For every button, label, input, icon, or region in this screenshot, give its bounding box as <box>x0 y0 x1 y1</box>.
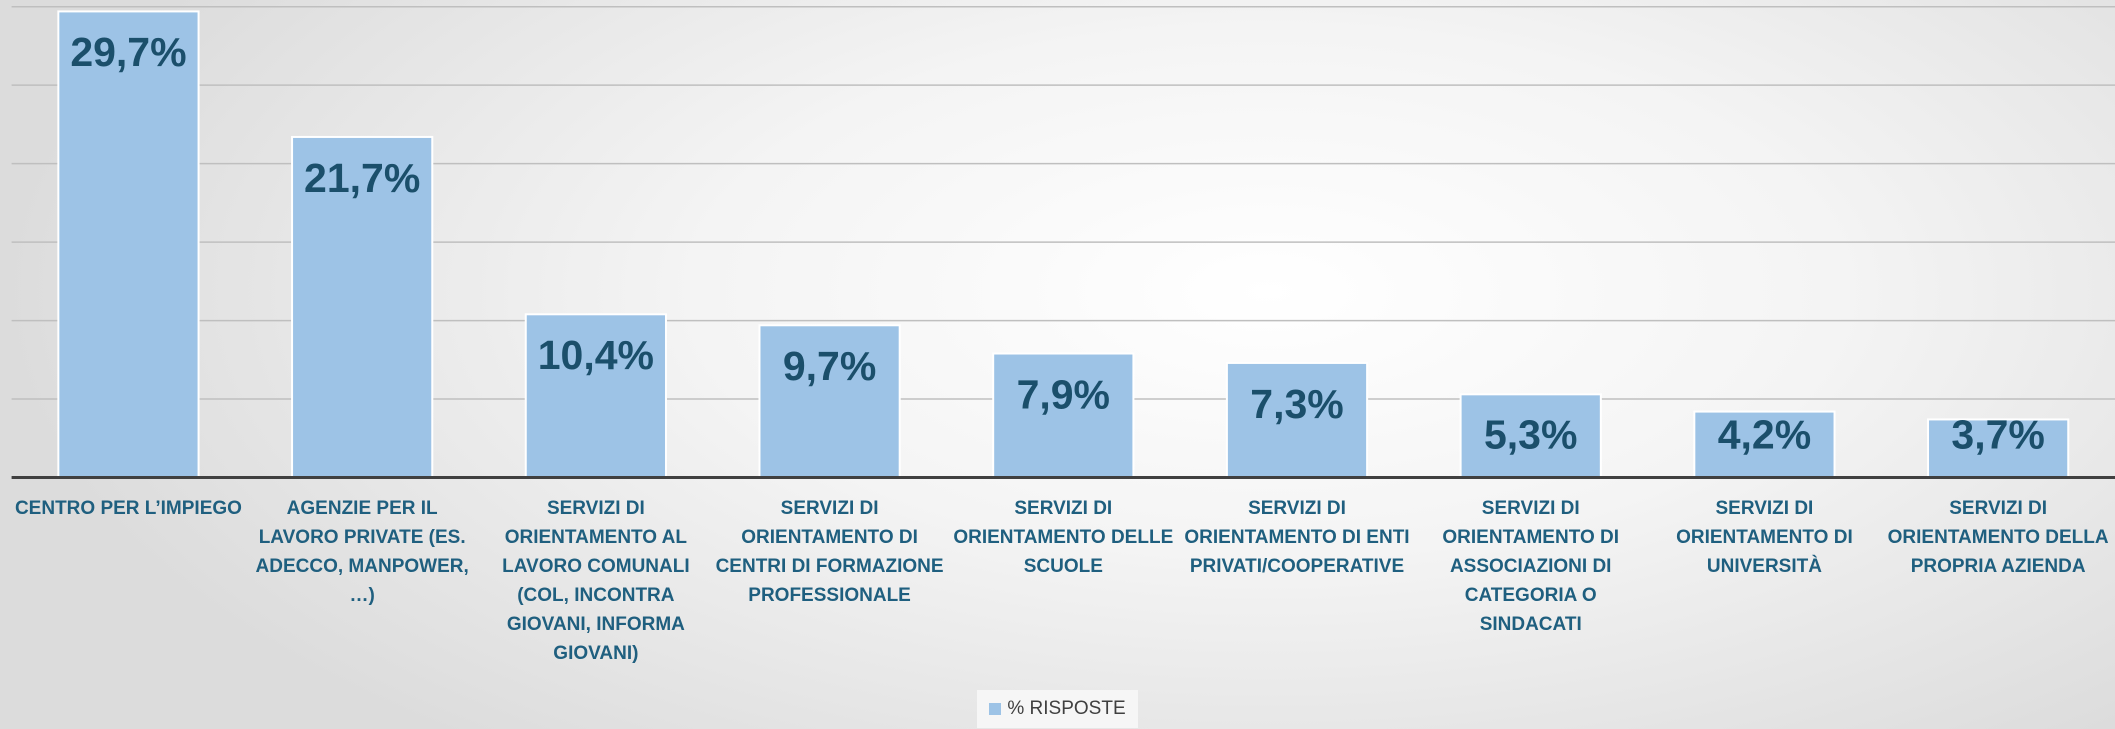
x-tick-label: AGENZIE PER IL LAVORO PRIVATE (ES. ADECC… <box>255 498 469 606</box>
data-label: 9,7% <box>783 343 876 389</box>
bar <box>1927 418 2070 479</box>
data-label: 5,3% <box>1484 411 1577 457</box>
legend-item: % RISPOSTE <box>977 690 1138 728</box>
legend-label: % RISPOSTE <box>1007 698 1126 719</box>
bar <box>992 352 1135 479</box>
data-label: 29,7% <box>70 29 186 75</box>
bar <box>524 313 667 479</box>
x-tick-label: SERVIZI DI ORIENTAMENTO DELLE SCUOLE <box>953 498 1174 577</box>
x-tick-label: SERVIZI DI ORIENTAMENTO DI UNIVERSITÀ <box>1676 498 1853 577</box>
data-label: 7,9% <box>1017 371 1110 417</box>
bar <box>758 324 901 479</box>
data-label: 21,7% <box>304 155 420 201</box>
bar <box>1693 410 1836 479</box>
data-label: 3,7% <box>1951 411 2044 457</box>
legend-swatch <box>989 703 1002 715</box>
bar <box>57 10 200 479</box>
data-label: 7,3% <box>1250 381 1343 427</box>
legend: % RISPOSTE <box>0 690 2115 728</box>
data-label: 4,2% <box>1718 411 1811 457</box>
x-tick-label: SERVIZI DI ORIENTAMENTO DI ASSOCIAZIONI … <box>1442 498 1620 635</box>
x-tick-label: CENTRO PER L’IMPIEGO <box>14 498 242 519</box>
data-label: 10,4% <box>538 332 654 378</box>
x-tick-label: SERVIZI DI ORIENTAMENTO AL LAVORO COMUNA… <box>502 498 690 664</box>
x-tick-label: SERVIZI DI ORIENTAMENTO DI CENTRI DI FOR… <box>715 498 944 606</box>
bar <box>1459 393 1602 479</box>
x-tick-label: SERVIZI DI ORIENTAMENTO DI ENTI PRIVATI/… <box>1184 498 1410 577</box>
x-tick-label: SERVIZI DI ORIENTAMENTO DELLA PROPRIA AZ… <box>1887 498 2109 577</box>
bar <box>1225 361 1369 479</box>
